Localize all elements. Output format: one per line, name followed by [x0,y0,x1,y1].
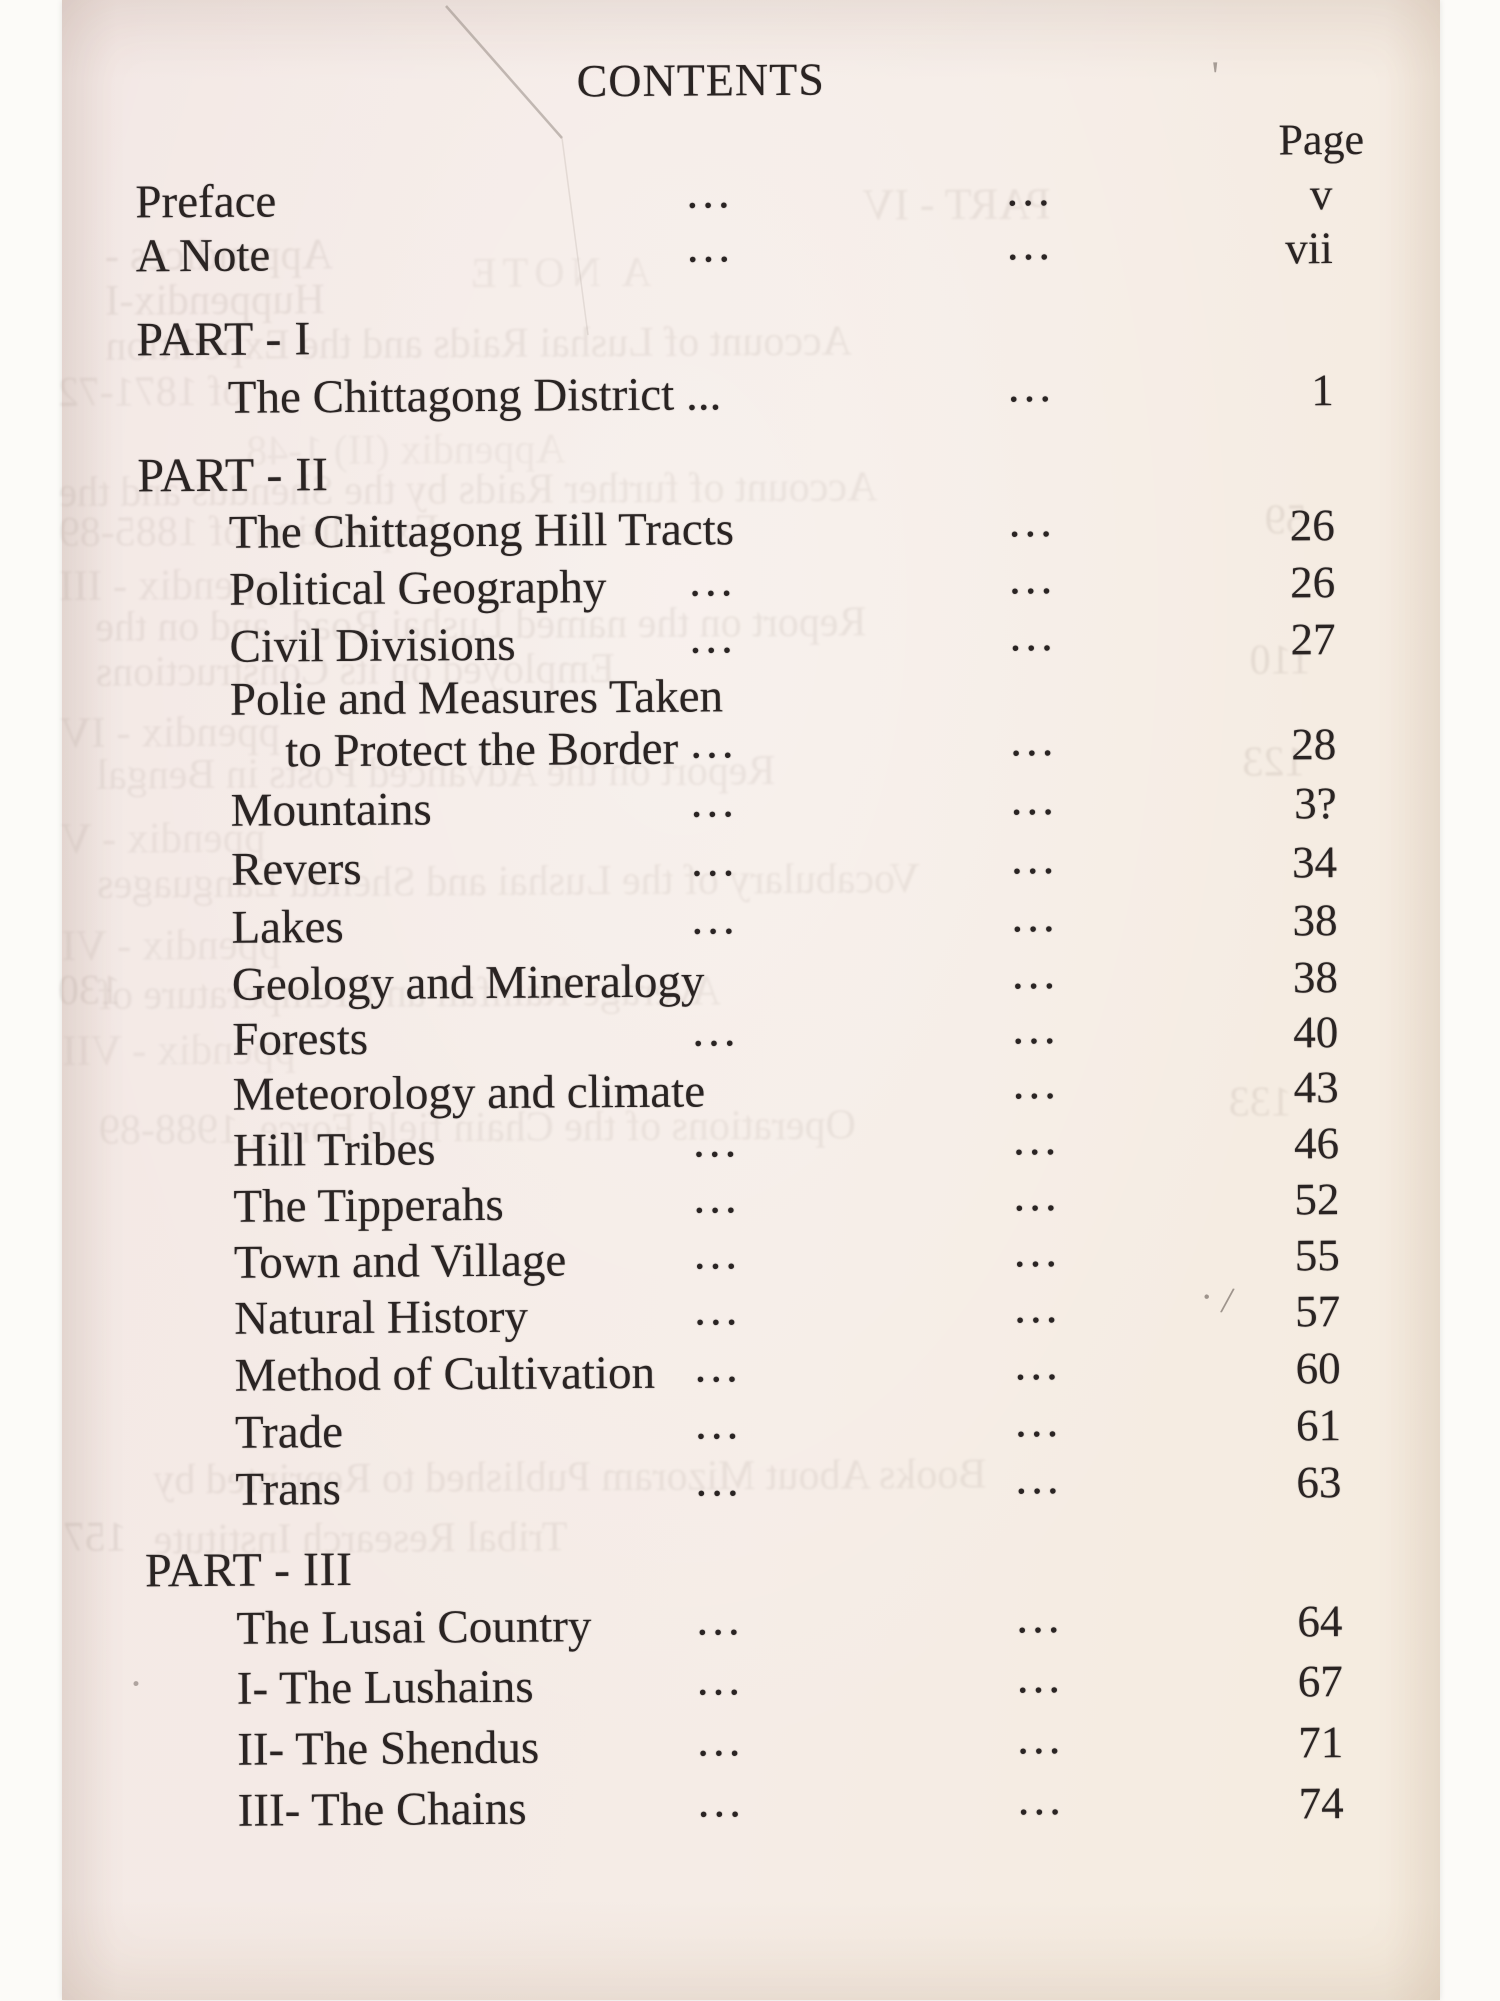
scanner-margin-left [0,0,62,2000]
scanner-margin-right [1440,0,1500,2000]
paper-sheet [62,0,1440,2000]
